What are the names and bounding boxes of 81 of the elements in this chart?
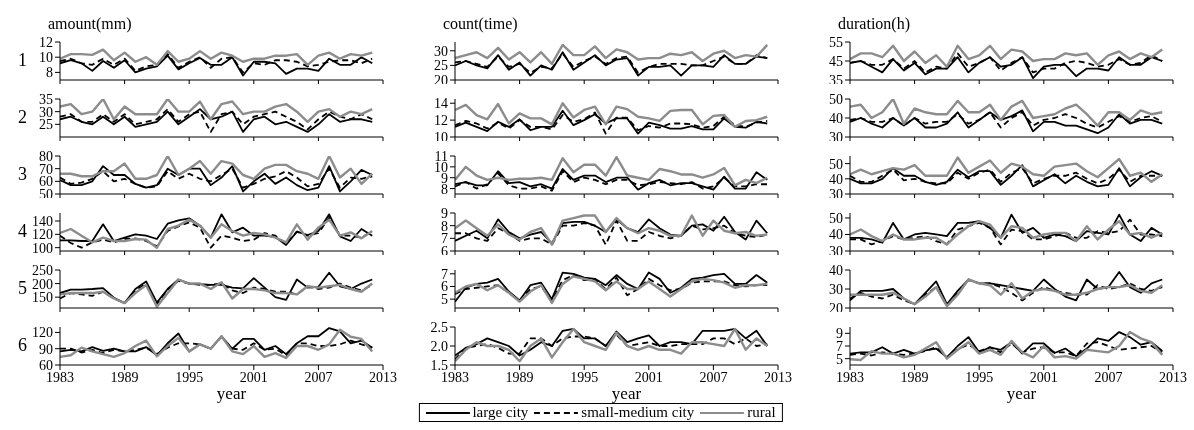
x-tick-label: 2013 (1159, 369, 1187, 385)
y-tick-label: 8 (441, 218, 448, 234)
y-tick-label: 14 (434, 96, 448, 112)
y-tick-label: 50 (829, 210, 843, 226)
y-tick-label: 70 (39, 161, 53, 177)
y-tick-label: 100 (32, 240, 53, 256)
y-tick-label: 60 (39, 174, 53, 190)
y-tick-label: 200 (32, 276, 53, 292)
y-axis-title: 5 (18, 278, 27, 299)
y-tick-label: 30 (434, 43, 448, 59)
x-tick-label: 1995 (965, 369, 994, 385)
y-tick-label: 80 (39, 148, 53, 164)
y-tick-label: 2.0 (430, 338, 448, 354)
chart-title: count(time) (442, 14, 519, 34)
line-series (455, 327, 769, 363)
x-tick-label: 2001 (634, 369, 663, 385)
x-tick-label: 1989 (505, 369, 534, 385)
y-tick-label: 10 (39, 50, 53, 66)
y-axis-title: 6 (18, 335, 27, 356)
y-tick-label: 6 (441, 279, 448, 295)
y-tick-label: 140 (32, 213, 53, 229)
y-tick-label: 50 (829, 91, 843, 107)
y-tick-label: 8 (46, 65, 53, 81)
line-series (455, 102, 769, 129)
line-series (455, 156, 769, 187)
x-tick-label: 1989 (900, 369, 929, 385)
x-tick-label: 1995 (570, 369, 599, 385)
y-tick-label: 90 (39, 341, 53, 357)
line-series (60, 48, 374, 66)
x-tick-label: 2013 (369, 369, 397, 385)
y-tick-label: 25 (434, 58, 448, 74)
y-tick-label: 40 (829, 262, 843, 278)
x-tick-label: 2013 (764, 369, 792, 385)
y-tick-label: 120 (32, 227, 53, 243)
line-series (850, 44, 1164, 68)
legend-label: rural (747, 404, 776, 421)
legend-label: small-medium city (581, 404, 695, 421)
y-tick-label: 250 (32, 262, 53, 278)
y-tick-label: 150 (32, 290, 53, 306)
y-tick-label: 35 (39, 91, 53, 107)
legend-label: large city (472, 404, 529, 421)
y-tick-label: 120 (32, 325, 53, 341)
x-tick-label: 1989 (110, 369, 139, 385)
chart-title: duration(h) (837, 14, 911, 35)
line-series (455, 43, 769, 66)
y-tick-label: 55 (829, 34, 843, 50)
x-axis-title: year (610, 384, 643, 403)
y-tick-label: 40 (829, 227, 843, 243)
y-tick-label: 40 (829, 110, 843, 126)
line-series (60, 99, 374, 123)
y-tick-label: 7 (441, 266, 448, 282)
y-tick-label: 30 (39, 104, 53, 120)
x-tick-label: 2001 (239, 369, 268, 385)
x-tick-label: 1995 (175, 369, 204, 385)
y-axis-title: 3 (18, 164, 27, 185)
line-series (60, 156, 374, 186)
y-tick-label: 45 (829, 53, 843, 69)
line-series (850, 99, 1164, 127)
y-axis-title: 4 (18, 221, 27, 242)
x-axis-title: year (1005, 384, 1038, 403)
x-tick-label: 2001 (1029, 369, 1058, 385)
x-tick-label: 2007 (699, 369, 728, 385)
y-tick-label: 5 (441, 292, 448, 308)
y-axis-title: 2 (18, 107, 27, 128)
y-tick-label: 5 (836, 351, 843, 367)
y-axis-title: 1 (18, 50, 27, 71)
y-tick-label: 2.5 (430, 319, 448, 335)
x-tick-label: 2007 (1094, 369, 1123, 385)
x-tick-label: 1983 (836, 369, 864, 385)
y-tick-label: 7 (441, 231, 448, 247)
x-tick-label: 2007 (304, 369, 333, 385)
y-tick-label: 25 (39, 117, 53, 133)
y-tick-label: 12 (39, 34, 53, 50)
y-tick-label: 9 (441, 205, 448, 221)
x-axis-title: year (215, 384, 248, 403)
line-series (850, 156, 1164, 184)
chart-title: amount(mm) (47, 14, 133, 35)
y-tick-label: 30 (829, 281, 843, 297)
y-tick-label: 40 (829, 171, 843, 187)
y-tick-label: 12 (434, 113, 448, 129)
y-tick-label: 50 (829, 156, 843, 172)
